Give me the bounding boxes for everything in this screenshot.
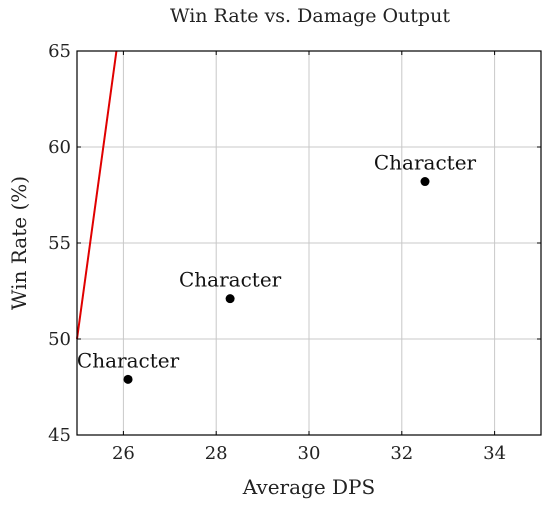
chart-title: Win Rate vs. Damage Output <box>170 5 450 27</box>
y-tick-label: 50 <box>48 329 71 350</box>
y-tick-label: 60 <box>48 137 71 158</box>
data-point-label: Character <box>77 348 180 372</box>
data-point <box>225 294 235 304</box>
y-tick-label: 45 <box>48 425 71 446</box>
data-point-label: Character <box>179 268 282 292</box>
data-point-label: Character <box>374 151 477 175</box>
x-tick-label: 34 <box>483 443 506 464</box>
y-tick-label: 65 <box>48 41 71 62</box>
x-tick-label: 28 <box>205 443 228 464</box>
x-tick-label: 26 <box>112 443 135 464</box>
axis-ticks: 26 28 30 32 34 45 50 55 60 65 <box>48 41 541 464</box>
grid <box>77 50 541 436</box>
x-tick-label: 32 <box>390 443 413 464</box>
y-tick-label: 55 <box>48 233 71 254</box>
data-point <box>420 177 430 187</box>
x-axis-label: Average DPS <box>242 475 375 499</box>
data-points: Character Character Character <box>77 151 477 384</box>
y-axis-label: Win Rate (%) <box>7 176 31 310</box>
trend-line <box>76 50 118 340</box>
trend-line-layer <box>76 50 118 340</box>
data-point <box>123 374 133 384</box>
x-tick-label: 30 <box>298 443 321 464</box>
